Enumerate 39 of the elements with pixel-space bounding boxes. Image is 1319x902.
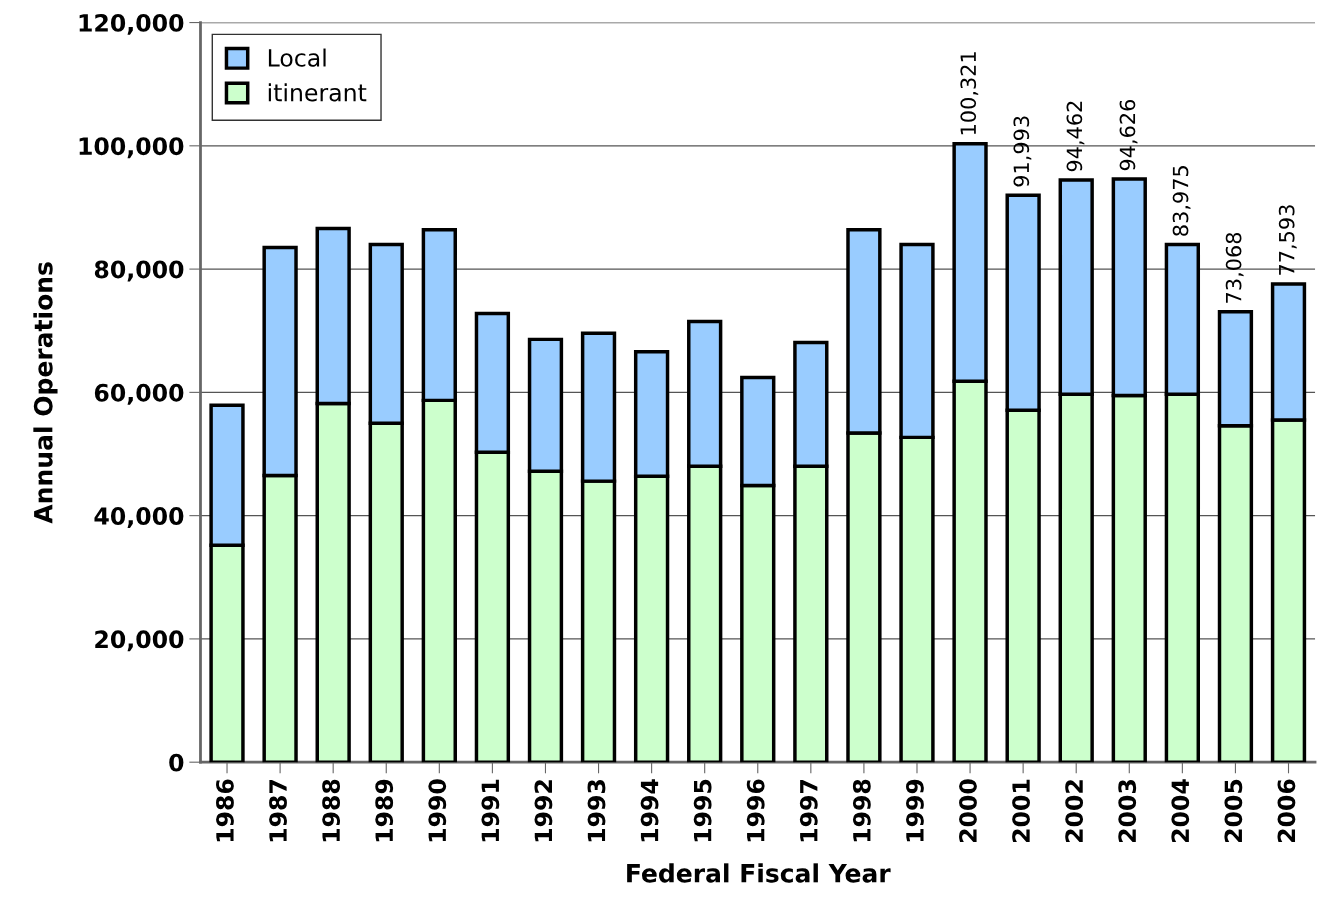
x-tick-label: 1986 xyxy=(216,779,234,842)
total-label: 77,593 xyxy=(1278,205,1297,275)
x-tick-label: 1999 xyxy=(906,779,924,842)
total-label: 91,993 xyxy=(1013,116,1032,187)
x-tick-label: 1987 xyxy=(269,780,287,842)
x-tick-label: 1995 xyxy=(693,779,712,842)
x-tick-label: 2006 xyxy=(1277,779,1296,843)
x-tick-label: 2002 xyxy=(1065,780,1084,843)
y-tick-label: 100,000 xyxy=(79,137,184,159)
total-label: 100,321 xyxy=(960,52,979,135)
legend-label: Local xyxy=(268,48,326,67)
y-tick-label: 60,000 xyxy=(94,383,184,405)
x-tick-label: 2003 xyxy=(1118,780,1137,843)
x-tick-label: 2005 xyxy=(1224,779,1243,843)
x-tick-label: 1997 xyxy=(799,780,818,842)
total-label: 83,975 xyxy=(1172,166,1191,236)
x-tick-label: 2001 xyxy=(1012,779,1030,843)
x-tick-label: 1988 xyxy=(322,779,341,842)
total-label: 73,068 xyxy=(1225,232,1244,303)
y-tick-label: 80,000 xyxy=(94,260,184,282)
y-tick-label: 120,000 xyxy=(79,14,184,35)
y-tick-label: 0 xyxy=(169,753,184,772)
x-tick-label: 1992 xyxy=(534,780,553,842)
x-tick-label: 1996 xyxy=(746,779,765,842)
x-tick-label: 2004 xyxy=(1171,779,1190,843)
x-tick-label: 1991 xyxy=(481,779,500,842)
x-tick-label: 1989 xyxy=(375,779,394,842)
x-tick-label: 2000 xyxy=(959,779,977,843)
x-tick-label: 1994 xyxy=(640,779,659,842)
total-label: 94,462 xyxy=(1066,101,1085,172)
y-tick-label: 40,000 xyxy=(94,507,184,528)
y-axis-title: Annual Operations xyxy=(33,262,58,524)
legend-label: itinerant xyxy=(268,83,367,102)
x-tick-label: 1998 xyxy=(852,779,871,842)
x-tick-label: 1993 xyxy=(587,780,606,842)
x-tick-label: 1990 xyxy=(428,779,447,842)
x-axis-title: Federal Fiscal Year xyxy=(627,863,891,883)
y-tick-label: 20,000 xyxy=(95,630,184,652)
total-label: 94,626 xyxy=(1119,99,1138,171)
